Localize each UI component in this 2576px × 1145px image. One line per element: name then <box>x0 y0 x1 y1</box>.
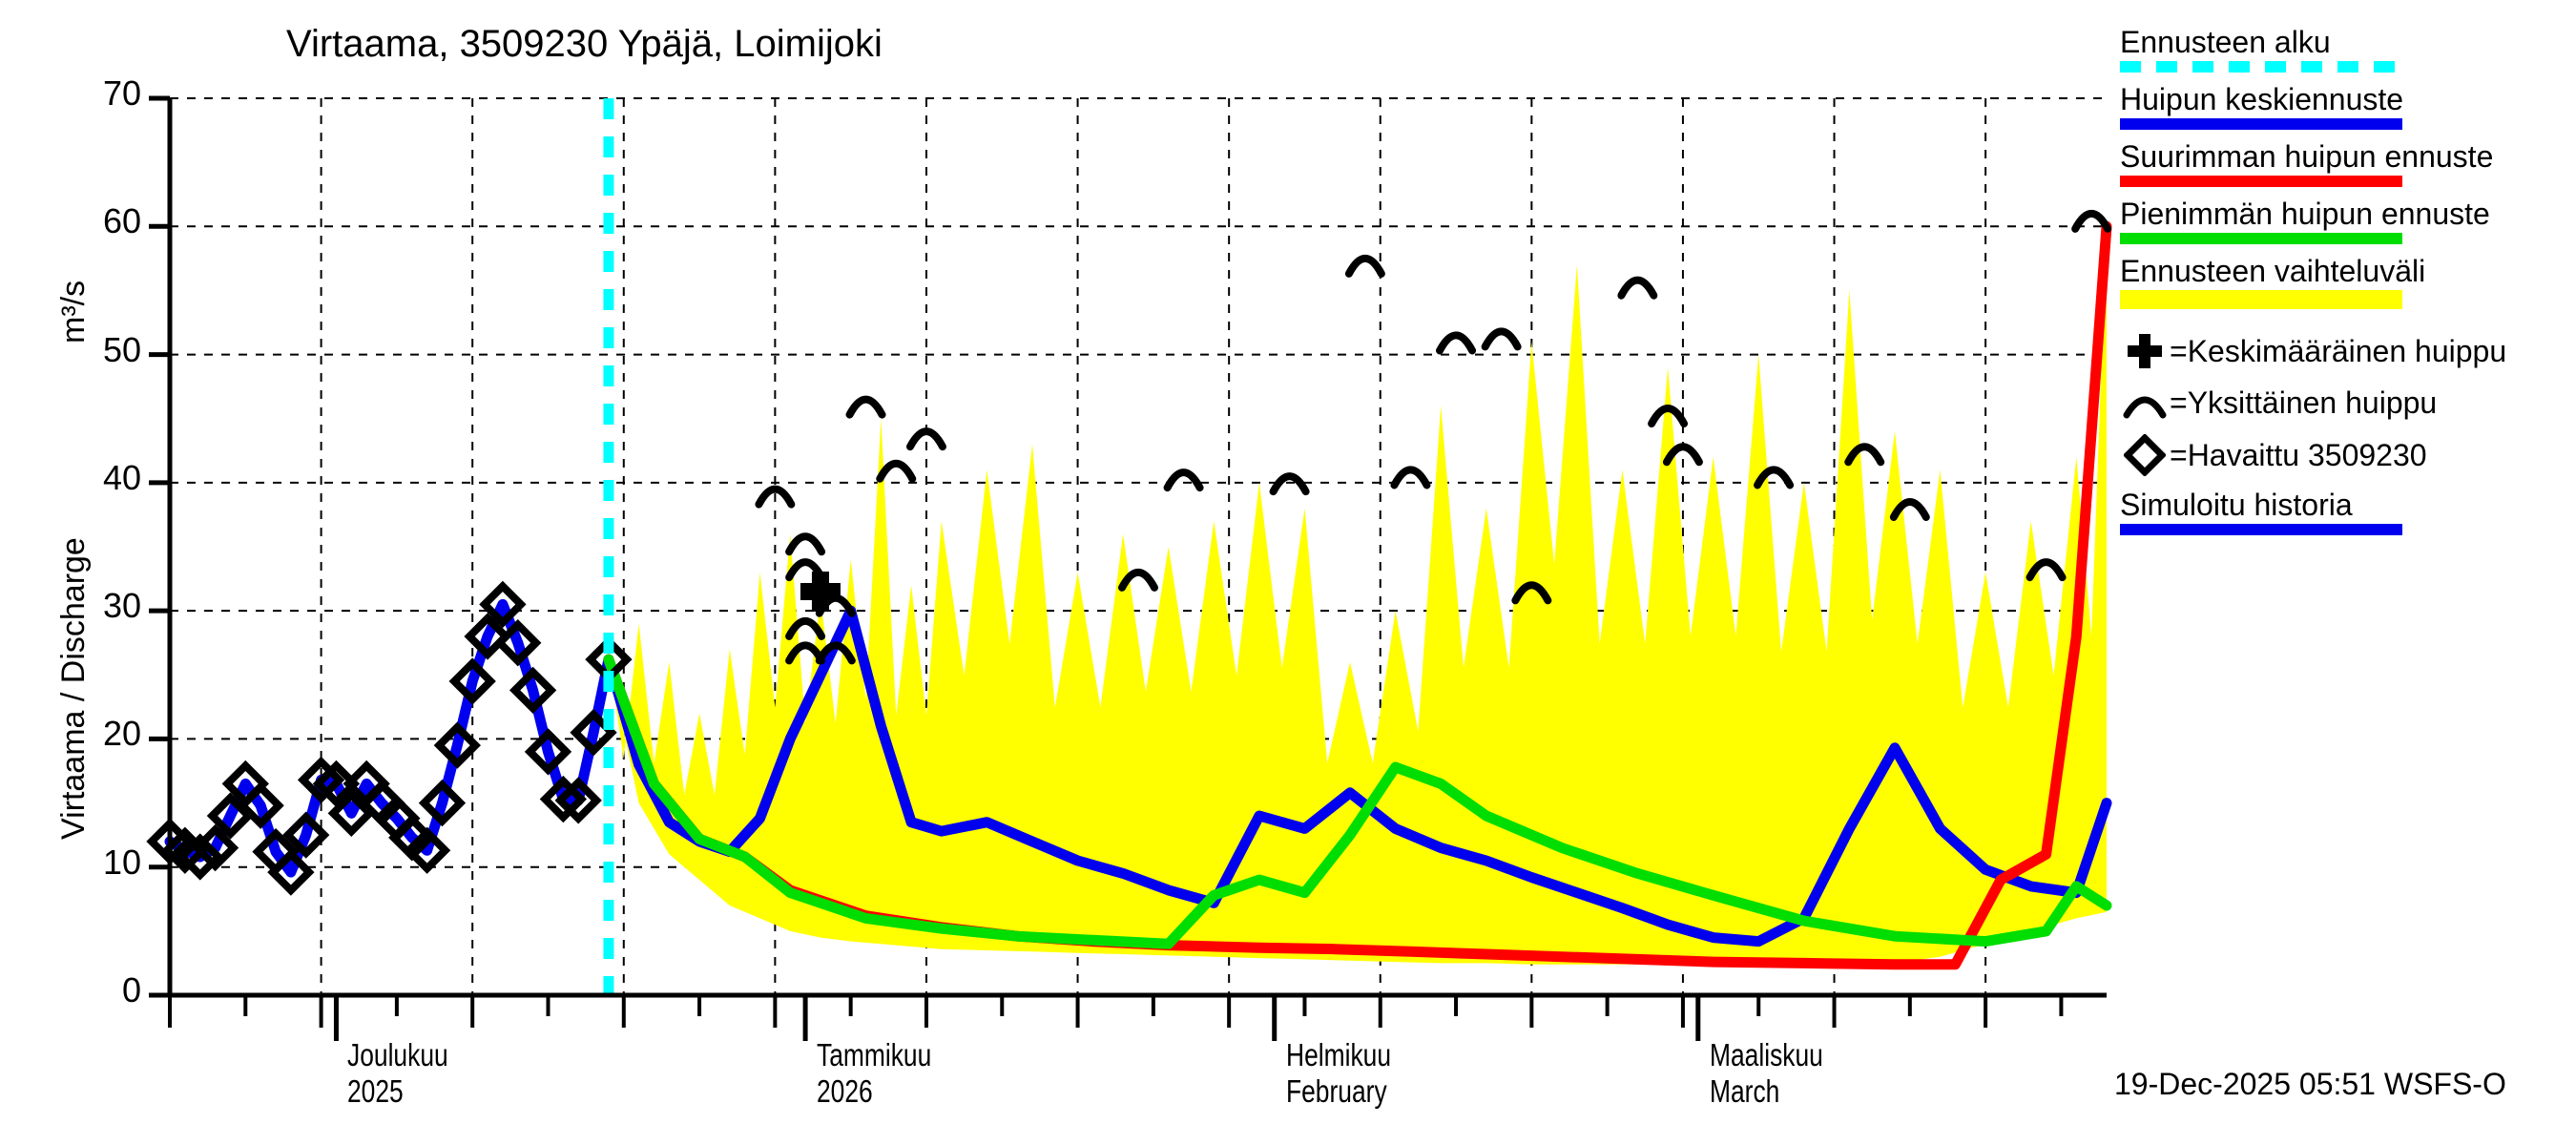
observed-diamond-marker <box>282 811 330 859</box>
observed-diamond-marker <box>237 781 284 829</box>
single-peak-arc-marker <box>1617 276 1658 300</box>
legend-swatch <box>2120 290 2402 309</box>
single-peak-arc-marker <box>876 459 917 483</box>
y-tick-label: 30 <box>102 586 141 626</box>
mean-peak-plus-icon <box>2120 330 2170 372</box>
x-tick-label-fi: Maaliskuu <box>1709 1037 1823 1072</box>
single-peak-arc-marker <box>1118 568 1158 592</box>
single-peak-arc-marker <box>2025 558 2067 582</box>
observed-diamond-marker <box>448 657 496 705</box>
y-tick-label: 10 <box>102 842 141 882</box>
legend-label: =Havaittu 3509230 <box>2170 437 2427 472</box>
observed-diamond-marker <box>312 760 361 808</box>
legend-label: Ennusteen vaihteluväli <box>2120 254 2426 288</box>
x-tick-label: Helmikuu February <box>1286 1037 1391 1110</box>
legend-label: Suurimman huipun ennuste <box>2120 139 2494 174</box>
single-peak-arc-marker <box>1481 327 1522 351</box>
observed-diamond-icon <box>2120 434 2170 476</box>
observed-diamond-marker <box>464 613 511 660</box>
legend-swatch <box>2120 118 2402 130</box>
y-tick-label: 60 <box>102 201 141 241</box>
legend-swatch <box>2120 233 2402 244</box>
legend-item-mean-peak-marker: =Keskimääräinen huippu <box>2120 330 2568 372</box>
single-peak-arc-marker <box>905 427 946 451</box>
observed-diamond-marker <box>539 775 588 823</box>
observed-diamond-marker <box>403 826 451 874</box>
x-tick-label-fi: Joulukuu <box>347 1037 449 1072</box>
observed-diamond-marker <box>554 777 602 824</box>
legend-item-simulated-history: Simuloitu historia <box>2120 489 2568 535</box>
single-peak-arc-marker <box>1390 466 1431 489</box>
single-peak-arc-marker <box>1511 581 1552 605</box>
observed-diamond-marker <box>494 619 542 667</box>
legend-item-observed-marker: =Havaittu 3509230 <box>2120 434 2568 476</box>
y-tick-label: 0 <box>121 970 141 1010</box>
single-peak-arc-icon <box>2120 386 2170 421</box>
legend-label: =Yksittäinen huippu <box>2170 385 2438 420</box>
legend-label: Pienimmän huipun ennuste <box>2120 197 2490 231</box>
legend-label: Ennusteen alku <box>2120 25 2331 59</box>
single-peak-arc-marker <box>1648 405 1689 427</box>
page-title: Virtaama, 3509230 Ypäjä, Loimijoki <box>286 23 883 65</box>
legend-label: Huipun keskiennuste <box>2120 82 2404 116</box>
legend-label: =Keskimääräinen huippu <box>2170 333 2507 368</box>
legend-item-peak-min-forecast: Pienimmän huipun ennuste <box>2120 198 2568 244</box>
single-peak-arc-marker <box>1163 468 1204 492</box>
series-peak-min-forecast <box>603 654 2112 949</box>
single-peak-arc-marker <box>2071 209 2112 233</box>
x-tick-label-en: 2025 <box>347 1073 405 1109</box>
single-peak-arc-marker <box>845 395 886 419</box>
mean-peak-plus-marker <box>800 572 841 612</box>
x-tick-label: Joulukuu 2025 <box>347 1037 448 1110</box>
legend-swatch <box>2120 61 2402 73</box>
observed-diamond-marker <box>524 728 572 776</box>
observed-diamond-marker <box>191 823 239 872</box>
legend-swatch <box>2120 524 2402 535</box>
observed-diamond-marker <box>479 580 527 629</box>
y-tick-label: 50 <box>102 329 141 369</box>
series-peak-mean-forecast <box>603 605 2112 947</box>
single-peak-arc-marker <box>1662 443 1703 467</box>
x-tick-label-en: February <box>1285 1073 1387 1109</box>
observed-diamond-marker <box>433 721 481 769</box>
x-tick-label-en: March <box>1709 1073 1780 1109</box>
single-peak-arc-marker <box>755 485 796 509</box>
footer-timestamp: 19-Dec-2025 05:51 WSFS-O <box>2114 1067 2506 1101</box>
y-tick-label: 70 <box>102 73 141 113</box>
observed-diamond-marker <box>177 833 224 881</box>
forecast-range-band <box>608 226 2107 965</box>
single-peak-arc-marker <box>785 532 826 556</box>
y-tick-label: 20 <box>102 714 141 754</box>
single-peak-arc-marker <box>1344 254 1385 278</box>
x-tick-label: Maaliskuu March <box>1710 1037 1823 1110</box>
x-tick-label-fi: Tammikuu <box>817 1037 932 1072</box>
observed-diamond-marker <box>418 779 467 827</box>
y-axis-title: Virtaama / Discharge <box>55 537 92 840</box>
chart-legend: Ennusteen alku Huipun keskiennuste Suurimm… <box>2120 27 2568 535</box>
x-tick-label: Tammikuu 2026 <box>817 1037 931 1110</box>
legend-swatch <box>2120 176 2402 187</box>
x-tick-label-en: 2026 <box>817 1073 873 1109</box>
legend-item-single-peak-marker: =Yksittäinen huippu <box>2120 385 2568 421</box>
observed-diamond-marker <box>509 666 557 715</box>
legend-item-forecast-range: Ennusteen vaihteluväli <box>2120 256 2568 309</box>
legend-item-forecast-start: Ennusteen alku <box>2120 27 2568 73</box>
legend-item-peak-mean-forecast: Huipun keskiennuste <box>2120 84 2568 130</box>
single-peak-arc-marker <box>1754 466 1795 489</box>
single-peak-arc-marker <box>1269 472 1310 496</box>
legend-item-peak-max-forecast: Suurimman huipun ennuste <box>2120 141 2568 187</box>
single-peak-arc-marker <box>1436 331 1477 355</box>
single-peak-arc-marker <box>815 641 856 665</box>
single-peak-arc-marker <box>1844 443 1885 467</box>
y-tick-label: 40 <box>102 457 141 497</box>
single-peak-arc-marker <box>785 616 826 640</box>
legend-label: Simuloitu historia <box>2120 488 2353 522</box>
x-tick-label-fi: Helmikuu <box>1285 1037 1391 1072</box>
observed-diamond-marker <box>267 848 315 896</box>
single-peak-arc-marker <box>1889 498 1930 521</box>
